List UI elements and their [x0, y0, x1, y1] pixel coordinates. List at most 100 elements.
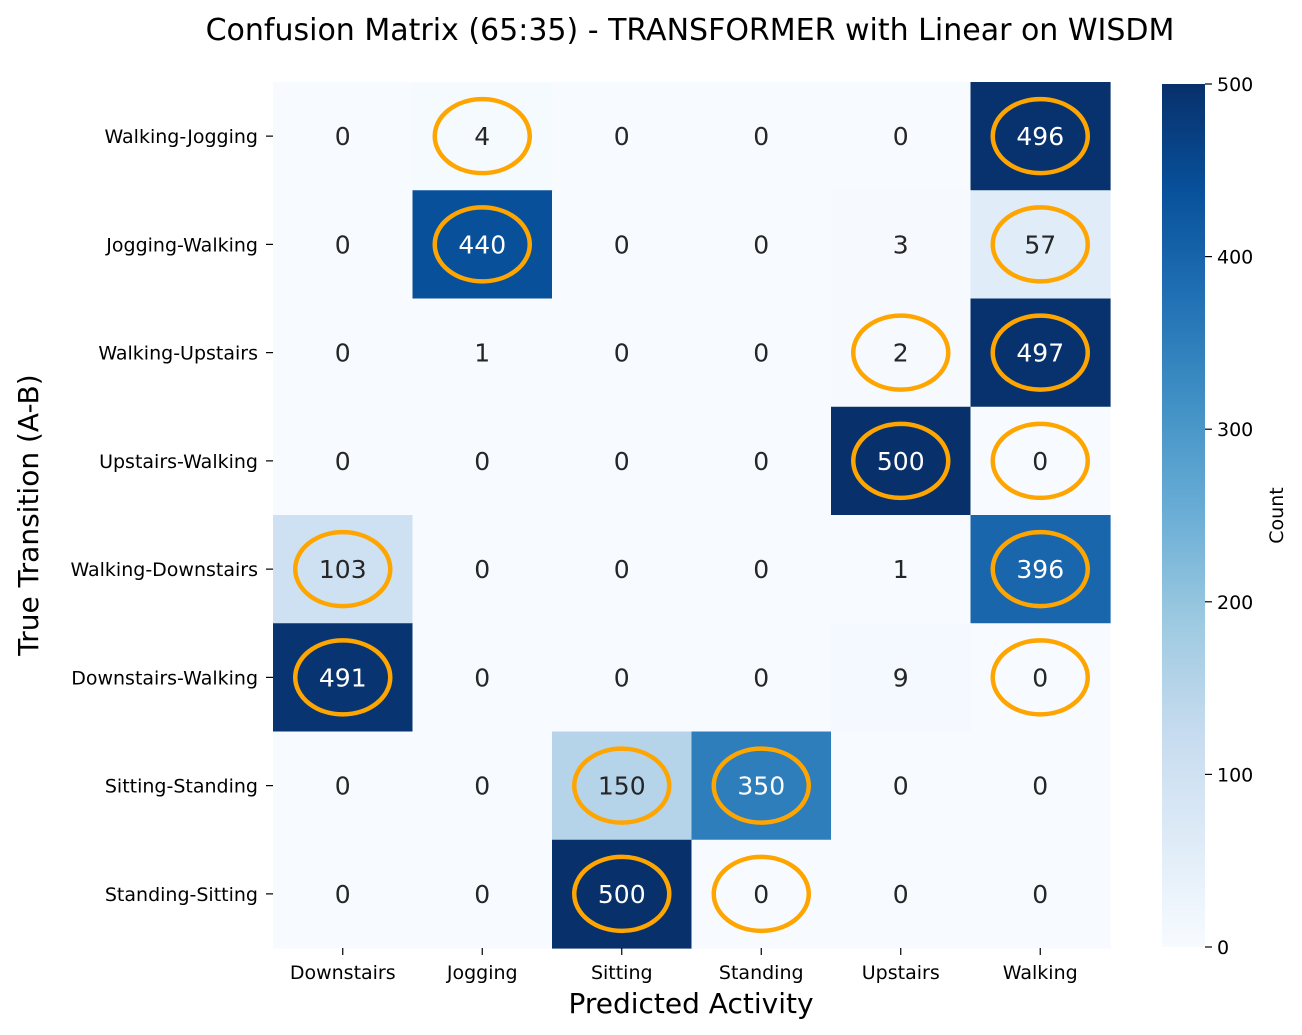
cell-value-label: 0: [474, 555, 490, 584]
cell-value-label: 1: [474, 339, 490, 368]
heatmap-cell: [412, 515, 553, 624]
highlight-ellipse: [990, 96, 1090, 176]
colorbar-tick-label: 400: [1217, 247, 1253, 269]
colorbar-tick-label: 300: [1217, 419, 1253, 441]
colorbar-tick-label: 100: [1217, 764, 1253, 786]
y-tick-label: Sitting-Standing: [105, 776, 258, 798]
highlight-ellipse: [990, 421, 1090, 501]
heatmap-cell: [970, 839, 1111, 949]
highlight-ellipse: [432, 96, 532, 176]
heatmap-cell: [552, 82, 693, 191]
cell-value-label: 3: [893, 230, 909, 259]
cell-value-label: 0: [474, 772, 490, 801]
cell-value-label: 0: [1032, 772, 1048, 801]
x-tick-label: Downstairs: [290, 962, 396, 984]
heatmap-cell: [691, 515, 832, 624]
y-tick-label: Walking-Downstairs: [70, 559, 258, 581]
heatmap-cell: [552, 298, 693, 408]
heatmap-cell: [273, 839, 414, 949]
cell-value-label: 0: [614, 122, 630, 151]
highlight-ellipse: [572, 746, 672, 825]
heatmap-cell: [691, 623, 832, 733]
highlight-ellipse: [851, 313, 951, 392]
cell-value-label: 0: [614, 339, 630, 368]
heatmap-cell: [552, 190, 693, 300]
cell-value-label: 0: [474, 663, 490, 692]
cell-value-label: 0: [893, 122, 909, 151]
heatmap-cell: [831, 515, 972, 624]
cell-value-label: 2: [893, 339, 909, 368]
cell-value-label: 0: [474, 447, 490, 476]
heatmap-cell: [831, 190, 972, 300]
heatmap-cell: [273, 731, 414, 841]
cell-value-label: 9: [893, 663, 909, 692]
x-tick-label: Walking: [1003, 962, 1078, 984]
y-tick-label: Downstairs-Walking: [71, 667, 258, 689]
cell-value-label: 0: [753, 339, 769, 368]
cell-value-label: 0: [335, 230, 351, 259]
highlight-ellipse: [572, 854, 672, 934]
x-tick-label: Jogging: [446, 962, 518, 984]
cell-value-label: 0: [753, 122, 769, 151]
x-tick-label: Sitting: [591, 962, 653, 984]
cell-value-label: 1: [893, 555, 909, 584]
cell-value-label: 0: [893, 880, 909, 909]
heatmap-cell: [831, 731, 972, 841]
cell-value-label: 0: [753, 555, 769, 584]
heatmap-cell: [552, 406, 693, 516]
heatmap-cell: [831, 82, 972, 191]
highlight-ellipse: [990, 313, 1090, 392]
x-axis: Downstairs Jogging Sitting Standing Upstairs…: [290, 948, 1078, 984]
highlight-ellipse: [990, 529, 1090, 609]
cell-value-label: 491: [319, 663, 367, 692]
cell-value-label: 103: [319, 555, 367, 584]
heatmap-cell: [412, 406, 553, 516]
cell-value-label: 0: [614, 230, 630, 259]
heatmap-cell: [273, 406, 414, 516]
heatmap-cell: [691, 298, 832, 408]
heatmap-cell: [831, 839, 972, 949]
heatmap-cells: [273, 82, 1111, 949]
cell-value-label: 0: [474, 880, 490, 909]
cell-value-label: 440: [458, 230, 506, 259]
highlight-ellipse: [711, 746, 811, 825]
y-axis: Walking-Jogging Jogging-Walking Walking-Up…: [70, 126, 273, 906]
x-axis-title: Predicted Activity: [568, 987, 813, 1020]
heatmap-cell: [273, 298, 414, 408]
cell-value-label: 0: [753, 663, 769, 692]
colorbar-gradient: [1162, 84, 1205, 947]
heatmap-cell: [412, 298, 553, 408]
cell-value-label: 497: [1016, 339, 1064, 368]
chart-title: Confusion Matrix (65:35) - TRANSFORMER w…: [206, 13, 1175, 48]
cell-value-label: 0: [614, 663, 630, 692]
colorbar-tick-label: 0: [1217, 937, 1229, 959]
y-axis-title: True Transition (A-B): [12, 374, 45, 656]
heatmap-cell: [552, 623, 693, 733]
heatmap-cell: [273, 190, 414, 300]
cell-value-label: 350: [737, 772, 785, 801]
heatmap-cell: [412, 839, 553, 949]
heatmap-cell: [691, 82, 832, 191]
heatmap-cell: [552, 515, 693, 624]
heatmap-cell: [691, 190, 832, 300]
cell-value-label: 0: [1032, 880, 1048, 909]
highlight-ellipse: [990, 205, 1090, 284]
cell-value-label: 0: [335, 447, 351, 476]
colorbar-tick-label: 500: [1217, 74, 1253, 96]
y-tick-label: Standing-Sitting: [105, 884, 258, 906]
x-tick-label: Upstairs: [862, 962, 940, 984]
cell-value-label: 150: [598, 772, 646, 801]
cell-value-label: 57: [1024, 230, 1056, 259]
x-tick-label: Standing: [719, 962, 804, 984]
cell-value-label: 0: [753, 447, 769, 476]
highlight-ellipse: [851, 421, 951, 501]
cell-value-label: 496: [1016, 122, 1064, 151]
colorbar: 0 100 200 300 400 500 Count: [1162, 74, 1288, 959]
cell-value-label: 0: [335, 772, 351, 801]
heatmap-cell: [691, 406, 832, 516]
cell-value-label: 396: [1016, 555, 1064, 584]
cell-value-label: 0: [893, 772, 909, 801]
y-tick-label: Walking-Jogging: [104, 126, 258, 148]
cell-value-label: 500: [598, 880, 646, 909]
